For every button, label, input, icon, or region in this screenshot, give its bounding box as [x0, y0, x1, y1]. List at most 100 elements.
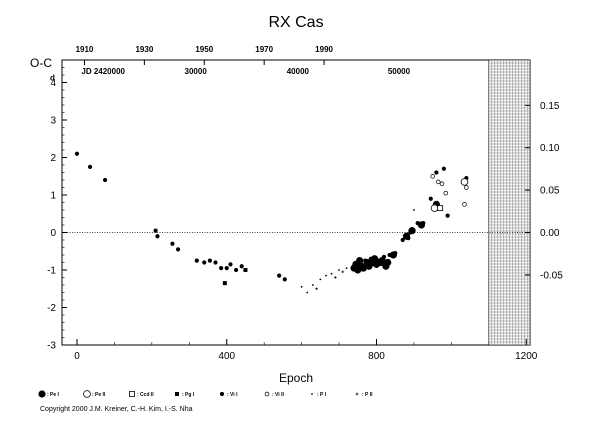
- top-year-label: 1990: [315, 45, 333, 54]
- plot-frame: [61, 59, 531, 346]
- legend-label: : Pg I: [182, 392, 195, 398]
- legend-label: : Ccd II: [137, 392, 154, 398]
- legend-symbol-pe-i: [38, 390, 46, 398]
- data-point-p-i: [306, 291, 309, 294]
- bottom-tick-label: 0: [74, 351, 80, 362]
- data-point-vi-ii: [464, 185, 469, 190]
- top-year-label: 1930: [135, 45, 153, 54]
- left-tick-label: 2: [50, 153, 56, 164]
- data-points: [74, 151, 469, 294]
- data-point-p-i: [338, 269, 340, 271]
- data-point-vi-i: [213, 260, 218, 265]
- data-point-pe-i: [408, 227, 416, 235]
- data-point-vi-ii: [439, 181, 445, 187]
- left-tick-label: -1: [47, 266, 56, 277]
- data-point-vi-i: [102, 177, 108, 183]
- data-point-p-i: [300, 285, 303, 288]
- data-point-vi-ii: [436, 179, 441, 185]
- data-point-vi-ii: [443, 190, 449, 196]
- jd-label: JD 2420000: [81, 67, 125, 76]
- data-point-vi-ii: [430, 174, 435, 179]
- data-point-vi-i: [428, 196, 433, 201]
- data-point-vi-i: [219, 266, 224, 271]
- data-point-vi-i: [239, 264, 244, 269]
- copyright-note: Copyright 2000 J.M. Kreiner, C.-H. Kim, …: [40, 406, 193, 413]
- left-tick-label: 4: [50, 78, 56, 89]
- data-point-vi-i: [194, 258, 199, 263]
- data-point-vi-i: [228, 262, 233, 267]
- data-point-p-ii: [333, 276, 337, 279]
- data-point-p-i: [311, 284, 314, 286]
- jd-label: 30000: [185, 67, 208, 76]
- right-tick-label: 0.05: [540, 186, 560, 197]
- left-tick-label: 1: [50, 191, 56, 202]
- legend-label: : Pe I: [47, 392, 60, 398]
- y-axis-title: O-C: [30, 56, 52, 70]
- left-tick-label: 3: [50, 116, 56, 127]
- data-point-vi-i: [87, 164, 93, 169]
- future-region: [488, 59, 531, 346]
- legend-label: : P I: [317, 392, 327, 398]
- data-point-pe-i: [389, 251, 397, 259]
- data-point-vi-i: [74, 151, 80, 156]
- data-point-p-ii: [315, 287, 318, 291]
- left-tick-label: -3: [47, 341, 56, 352]
- legend-symbol-p-ii: [355, 392, 359, 396]
- legend-symbol-vi-i: [219, 391, 225, 397]
- data-point-pg-i: [222, 281, 227, 286]
- legend-label: : Pe II: [92, 392, 106, 398]
- bottom-tick-label: 800: [368, 351, 385, 362]
- data-point-vi-i: [445, 213, 450, 218]
- chart-title: RX Cas: [268, 14, 323, 31]
- data-point-vi-ii: [462, 202, 467, 207]
- bottom-tick-label: 1200: [515, 351, 538, 362]
- axes: -3 -2 -1 0 1 2 3 4d -0.05 0.00 0.05 0.10 0.15 0 400 800…: [30, 14, 563, 385]
- data-point-pe-ii: [430, 204, 439, 212]
- top-year-label: 1970: [255, 45, 273, 54]
- data-point-vi-i: [207, 258, 212, 263]
- data-point-p-i: [325, 274, 327, 277]
- data-point-vi-i: [277, 273, 282, 278]
- legend-symbol-pg-i: [175, 392, 179, 396]
- data-point-vi-i: [233, 267, 239, 273]
- data-point-vi-i: [170, 241, 175, 246]
- data-point-p-i: [413, 209, 415, 211]
- data-point-pe-i: [417, 221, 426, 229]
- x-axis-title: Epoch: [279, 371, 313, 385]
- data-point-pe-i: [384, 258, 392, 267]
- legend: : Pe I : Pe II : Ccd II : Pg I : Vi I : Vi II…: [38, 390, 373, 398]
- data-point-ccd-ii: [437, 205, 444, 212]
- legend-symbol-p-i: [311, 393, 313, 395]
- legend-symbol-ccd-ii: [129, 391, 135, 397]
- right-tick-label: -0.05: [540, 270, 563, 281]
- right-tick-label: 0.00: [540, 228, 560, 239]
- right-tick-label: 0.15: [540, 101, 560, 112]
- data-point-p-i: [319, 278, 322, 281]
- left-tick-label: -2: [47, 303, 56, 314]
- data-point-vi-i: [155, 234, 160, 239]
- data-point-vi-i: [441, 166, 446, 171]
- data-point-p-i: [345, 267, 348, 270]
- data-point-vi-i: [224, 266, 229, 271]
- jd-label: 50000: [388, 67, 411, 76]
- legend-label: : P II: [362, 392, 373, 398]
- legend-symbol-pe-ii: [83, 390, 91, 398]
- data-point-vi-i: [175, 247, 181, 252]
- left-unit-label: d: [50, 74, 55, 83]
- data-point-pe-i: [378, 257, 386, 265]
- jd-label: 40000: [287, 67, 310, 76]
- data-point-p-ii: [341, 270, 345, 274]
- data-point-pe-i: [371, 255, 379, 263]
- top-year-label: 1910: [76, 45, 94, 54]
- legend-label: : Vi II: [272, 392, 284, 398]
- data-point-vi-i: [202, 260, 207, 265]
- data-point-pe-i: [359, 264, 367, 272]
- data-point-vi-i: [400, 237, 405, 243]
- data-point-vi-i: [434, 170, 439, 175]
- left-tick-label: 0: [50, 228, 56, 239]
- data-point-pe-ii: [460, 178, 469, 186]
- legend-label: : Vi I: [227, 392, 238, 398]
- data-point-pe-i: [402, 232, 411, 240]
- data-point-pe-i: [356, 257, 364, 265]
